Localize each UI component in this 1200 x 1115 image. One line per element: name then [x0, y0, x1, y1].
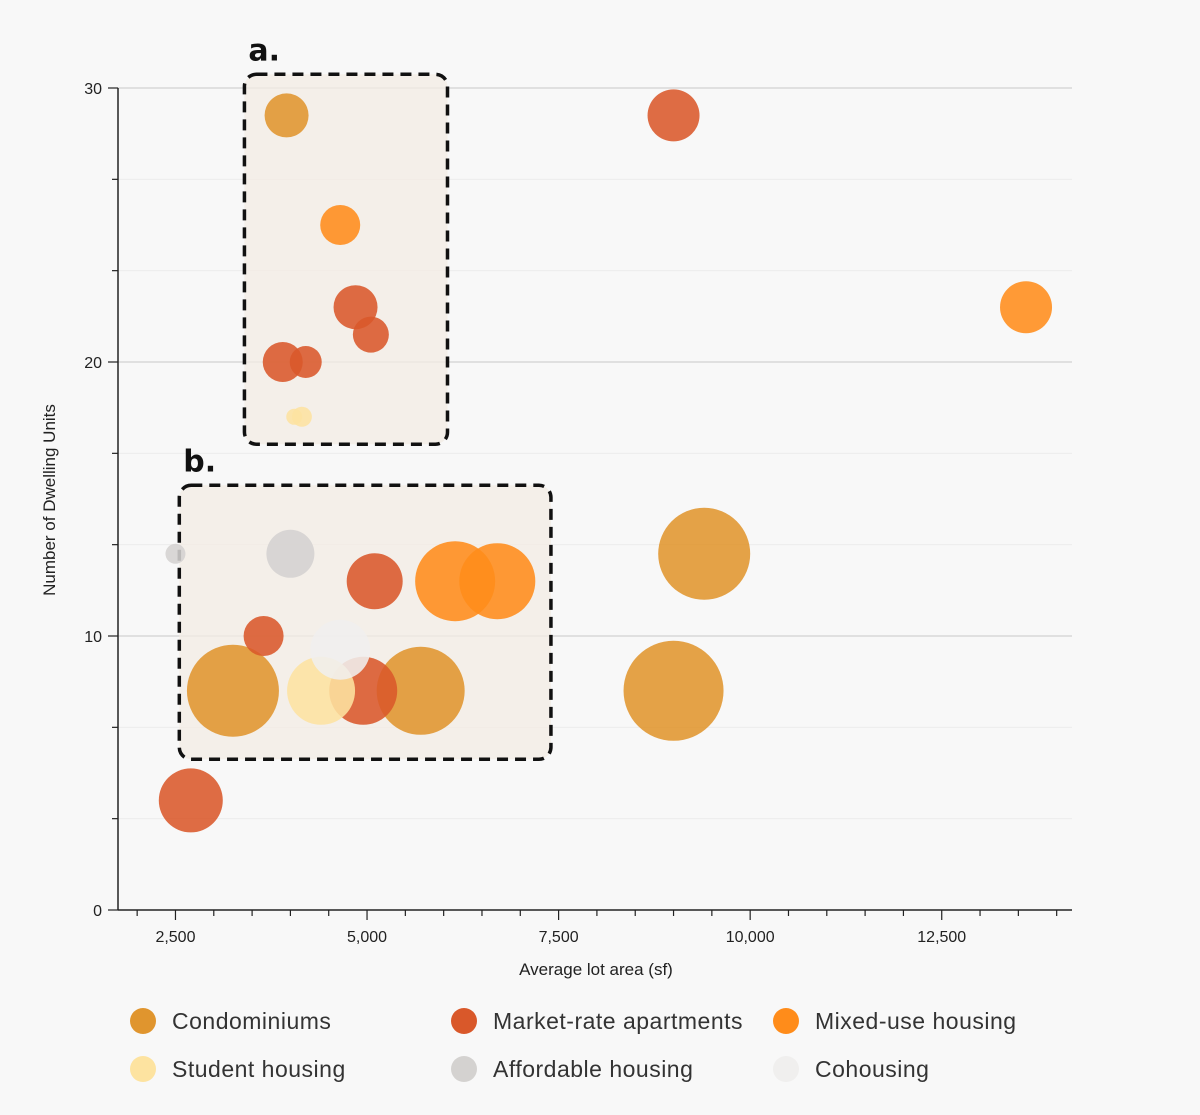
bubble-point: [266, 529, 315, 578]
bubble-point: [291, 406, 312, 427]
bubble-point: [262, 342, 303, 382]
bubble-point: [623, 640, 724, 741]
legend-marker: [451, 1056, 477, 1082]
bubble-point: [165, 543, 186, 564]
x-tick-label: 5,000: [347, 929, 387, 946]
legend: Condominiums Market-rate apartments Mixed-…: [130, 1008, 1017, 1082]
bubble-point: [352, 316, 389, 353]
axes: Average lot area (sf) Number of Dwelling…: [40, 81, 1072, 979]
bubble-point: [243, 616, 284, 656]
bubble-point: [346, 553, 403, 610]
bubble-point: [1000, 281, 1053, 334]
legend-label: Student housing: [172, 1056, 346, 1082]
bubble-point: [186, 644, 279, 737]
data-points: [158, 89, 1053, 833]
x-tick-label: 12,500: [917, 929, 966, 946]
bubble-point: [158, 768, 223, 833]
y-tick-label: 30: [84, 81, 102, 98]
x-axis-title: Average lot area (sf): [519, 960, 673, 979]
bubble-point: [289, 346, 322, 378]
region-label-a: a.: [248, 33, 280, 68]
legend-label: Mixed-use housing: [815, 1008, 1017, 1034]
legend-marker: [130, 1008, 156, 1034]
x-tick-label: 10,000: [726, 929, 775, 946]
legend-marker: [773, 1008, 799, 1034]
bubble-point: [376, 646, 465, 735]
bubble-point: [459, 543, 536, 620]
y-axis-title: Number of Dwelling Units: [40, 404, 59, 596]
y-tick-label: 0: [93, 903, 102, 920]
legend-marker: [773, 1056, 799, 1082]
bubble-point: [320, 205, 361, 245]
region-label-b: b.: [183, 444, 216, 479]
bubble-point: [264, 93, 309, 138]
bubble-point: [310, 619, 371, 680]
legend-label: Condominiums: [172, 1008, 331, 1034]
x-tick-label: 2,500: [155, 929, 195, 946]
legend-label: Market-rate apartments: [493, 1008, 743, 1034]
y-tick-label: 20: [84, 355, 102, 372]
legend-marker: [451, 1008, 477, 1034]
legend-label: Cohousing: [815, 1056, 929, 1082]
legend-marker: [130, 1056, 156, 1082]
x-tick-label: 7,500: [539, 929, 579, 946]
bubble-point: [658, 507, 751, 600]
bubble-point: [647, 89, 700, 142]
y-tick-label: 10: [84, 629, 102, 646]
legend-label: Affordable housing: [493, 1056, 693, 1082]
